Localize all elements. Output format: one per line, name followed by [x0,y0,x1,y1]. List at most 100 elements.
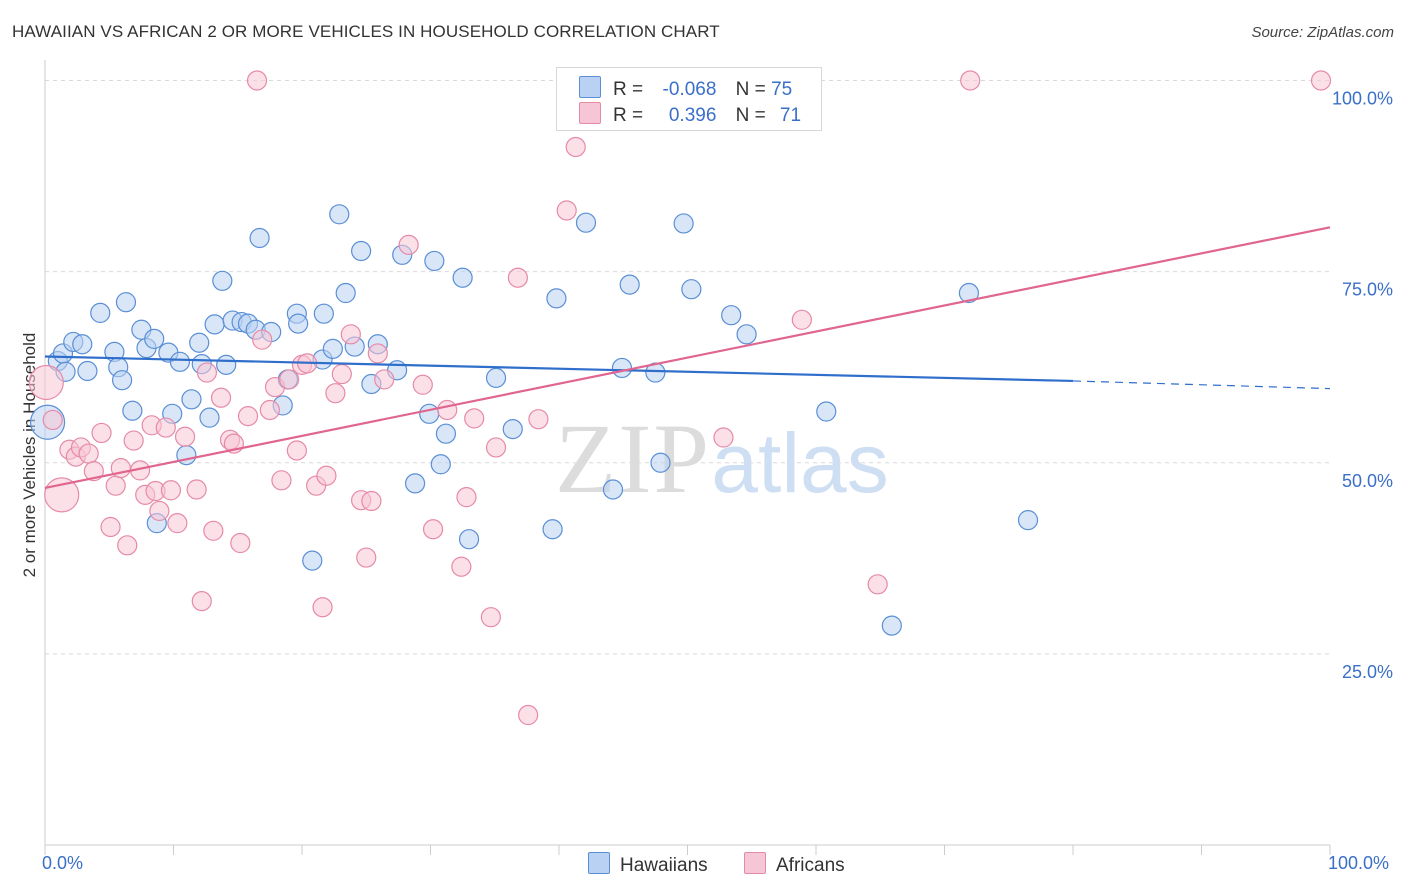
data-point [90,302,111,324]
data-point [374,369,395,390]
data-point [435,423,457,444]
data-point [881,615,902,636]
data-point [105,475,126,496]
data-point [216,354,237,375]
data-point [1310,70,1332,91]
hawaiian-trend-line [44,355,1074,383]
data-point [72,334,93,355]
data-point [485,367,507,388]
data-point [288,313,309,334]
data-point [167,513,188,534]
legend-label-hawaiians: Hawaiians [620,855,708,876]
data-point [736,324,757,345]
data-point [542,519,563,540]
x-tick-min: 0.0% [42,853,84,873]
data-point [619,274,640,295]
data-point [565,136,586,158]
hawaiian-swatch [588,852,610,874]
data-point [149,500,170,522]
data-point [456,487,477,508]
data-point [246,70,268,91]
data-point [313,303,334,324]
y-tick-label: 100.0% [1332,89,1393,109]
y-tick-label: 50.0% [1342,471,1393,491]
data-point [419,403,440,424]
n-label: N = [735,105,766,126]
n-value: 71 [779,105,802,126]
data-point [546,288,567,309]
data-point [212,270,233,291]
data-point [252,329,273,350]
data-point [237,406,259,427]
data-point [452,267,473,288]
data-point [464,408,485,429]
data-point [404,473,426,494]
data-point [424,250,445,272]
data-point [117,535,138,556]
data-point [312,597,333,618]
data-point [144,328,165,350]
data-point [721,305,742,326]
data-point [279,369,300,390]
data-point [816,401,837,422]
data-point [867,574,888,595]
data-point [203,520,224,541]
data-point [960,70,981,91]
data-point [169,351,191,372]
data-point [160,480,182,501]
chart-title: HAWAIIAN VS AFRICAN 2 OR MORE VEHICLES I… [12,22,720,41]
data-point [174,426,196,447]
data-point [713,427,734,448]
data-point [191,591,212,612]
trend-lines [44,226,1331,490]
n-label: N = [735,79,766,100]
legend-item-africans: Africans [744,852,845,877]
data-point [437,399,458,421]
data-point [480,607,501,628]
data-point [186,479,207,500]
y-tick-label: 75.0% [1342,280,1393,300]
data-point [422,519,444,540]
data-point [271,470,292,491]
data-point [556,200,577,221]
data-point [507,267,528,288]
african-trend-line [44,226,1331,490]
data-point [356,547,377,568]
y-tick-labels: 25.0% 50.0% 75.0% 100.0% [1332,89,1393,682]
data-point [42,409,63,431]
data-point [335,282,356,304]
data-point [259,399,280,421]
african-swatch [579,102,601,124]
data-point [681,279,702,300]
african-swatch [744,852,766,874]
data-point [115,292,137,313]
data-point [123,430,144,451]
data-point [650,452,671,473]
data-point [791,309,812,330]
data-point [196,362,218,383]
data-point [204,314,225,335]
legend-row-africans: R = 0.396 N = 71 [579,102,801,128]
data-point [181,389,202,410]
legend-item-hawaiians: Hawaiians [588,852,708,877]
data-point [302,550,323,571]
x-tick-max: 100.0% [1328,853,1390,873]
data-point [518,704,539,726]
n-value: 75 [771,79,793,100]
data-point [485,437,507,458]
y-tick-label: 25.0% [1342,662,1393,682]
data-point [367,343,388,364]
data-point [189,332,210,353]
data-point [528,409,549,430]
data-point [502,419,523,440]
data-point [249,227,270,249]
watermark: ZIP atlas [555,403,889,514]
data-point [77,360,98,382]
watermark-atlas: atlas [711,416,888,510]
data-point [28,364,64,401]
data-point [199,407,220,428]
legend-row-hawaiians: R = -0.068 N = 75 [579,76,792,102]
data-point [322,338,343,359]
gridlines [45,80,1330,655]
